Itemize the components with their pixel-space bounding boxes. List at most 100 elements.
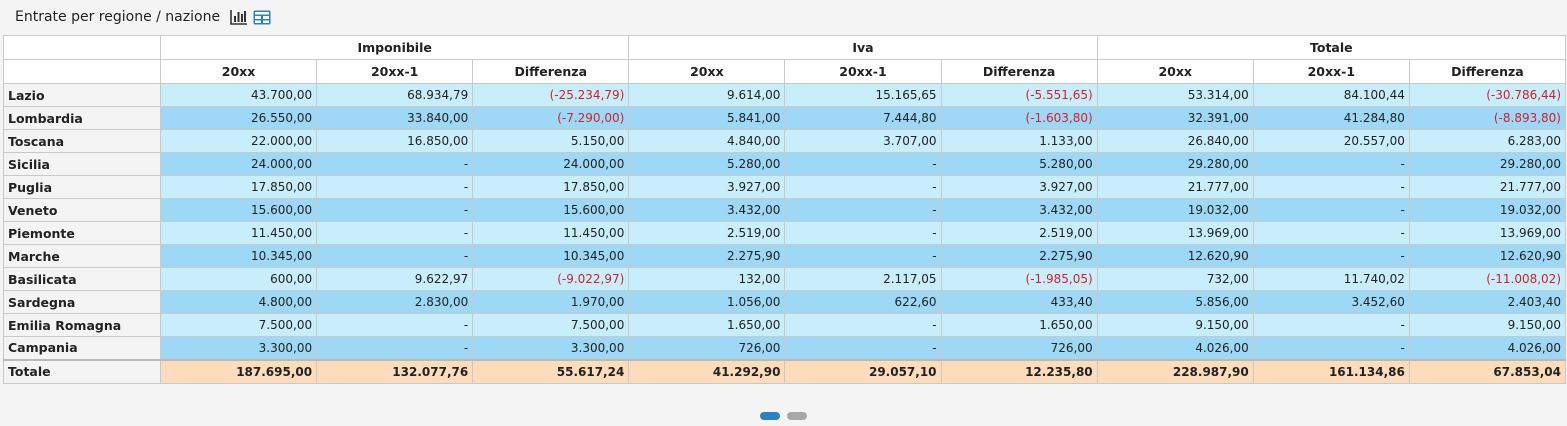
table-icon[interactable] — [253, 8, 271, 26]
value-cell: 7.500,00 — [472, 313, 630, 337]
value-cell: 9.622,97 — [316, 267, 474, 291]
table-row: Puglia 17.850,00-17.850,00 3.927,00-3.927,… — [3, 175, 1567, 199]
value-cell: 600,00 — [159, 267, 318, 291]
value-cell: - — [316, 221, 474, 245]
column-header: 20xx-1 — [316, 59, 474, 84]
value-cell: - — [1252, 221, 1410, 245]
value-cell: 2.403,40 — [1408, 290, 1567, 314]
value-cell: 29.057,10 — [784, 358, 942, 384]
region-name: Campania — [3, 336, 161, 360]
value-cell: 21.777,00 — [1096, 175, 1254, 199]
value-cell: 3.432,00 — [628, 198, 786, 222]
column-header: 20xx-1 — [784, 59, 942, 84]
group-header-row: Imponibile Iva Totale — [3, 35, 1567, 60]
value-cell: 16.850,00 — [316, 129, 474, 153]
value-cell: 3.300,00 — [159, 336, 318, 360]
value-cell: 22.000,00 — [159, 129, 318, 153]
region-name: Totale — [3, 358, 161, 384]
value-cell: 15.165,65 — [784, 83, 942, 107]
value-cell: 12.620,90 — [1408, 244, 1567, 268]
value-cell: 13.969,00 — [1096, 221, 1254, 245]
value-cell: 17.850,00 — [159, 175, 318, 199]
value-cell: 161.134,86 — [1252, 358, 1410, 384]
value-cell: - — [784, 175, 942, 199]
region-name: Veneto — [3, 198, 161, 222]
value-cell: - — [1252, 313, 1410, 337]
value-cell: - — [784, 313, 942, 337]
value-cell: 433,40 — [940, 290, 1098, 314]
value-cell: 41.284,80 — [1252, 106, 1410, 130]
value-cell: 29.280,00 — [1096, 152, 1254, 176]
table-row: Veneto 15.600,00-15.600,00 3.432,00-3.432,… — [3, 198, 1567, 222]
value-cell: - — [316, 336, 474, 360]
value-cell: 5.280,00 — [628, 152, 786, 176]
value-cell: (-5.551,65) — [940, 83, 1098, 107]
bar-chart-icon[interactable] — [229, 8, 247, 26]
value-cell: 2.519,00 — [628, 221, 786, 245]
value-cell: 5.856,00 — [1096, 290, 1254, 314]
value-cell: 84.100,44 — [1252, 83, 1410, 107]
value-cell: - — [316, 313, 474, 337]
value-cell: 622,60 — [784, 290, 942, 314]
value-cell: (-8.893,80) — [1408, 106, 1567, 130]
pager — [760, 412, 807, 420]
group-header-iva: Iva — [628, 35, 1098, 60]
value-cell: 3.927,00 — [628, 175, 786, 199]
value-cell: - — [784, 221, 942, 245]
value-cell: (-25.234,79) — [472, 83, 630, 107]
table-row: Marche 10.345,00-10.345,00 2.275,90-2.275,… — [3, 244, 1567, 268]
value-cell: - — [316, 175, 474, 199]
column-header-row: 20xx 20xx-1 Differenza 20xx 20xx-1 Differenza… — [3, 59, 1567, 84]
value-cell: (-11.008,02) — [1408, 267, 1567, 291]
value-cell: 67.853,04 — [1408, 358, 1567, 384]
value-cell: 15.600,00 — [159, 198, 318, 222]
value-cell: 11.740,02 — [1252, 267, 1410, 291]
value-cell: 1.133,00 — [940, 129, 1098, 153]
value-cell: 2.830,00 — [316, 290, 474, 314]
value-cell: 9.150,00 — [1408, 313, 1567, 337]
value-cell: - — [1252, 336, 1410, 360]
region-name: Lombardia — [3, 106, 161, 130]
column-header: 20xx-1 — [1252, 59, 1410, 84]
value-cell: 26.550,00 — [159, 106, 318, 130]
value-cell: 55.617,24 — [472, 358, 630, 384]
value-cell: - — [316, 198, 474, 222]
table-row: Campania 3.300,00-3.300,00 726,00-726,00 4.… — [3, 336, 1567, 360]
value-cell: 29.280,00 — [1408, 152, 1567, 176]
table-row: Lombardia 26.550,00 33.840,00 (-7.290,00) 5.… — [3, 106, 1567, 130]
value-cell: 3.707,00 — [784, 129, 942, 153]
value-cell: (-7.290,00) — [472, 106, 630, 130]
value-cell: 132,00 — [628, 267, 786, 291]
widget-header: Entrate per regione / nazione — [15, 6, 271, 28]
table-row: Emilia Romagna 7.500,00-7.500,00 1.650,00-… — [3, 313, 1567, 337]
value-cell: 1.056,00 — [628, 290, 786, 314]
value-cell: 33.840,00 — [316, 106, 474, 130]
column-header: 20xx — [1096, 59, 1254, 84]
value-cell: 20.557,00 — [1252, 129, 1410, 153]
value-cell: 2.275,90 — [940, 244, 1098, 268]
value-cell: 19.032,00 — [1096, 198, 1254, 222]
value-cell: 3.300,00 — [472, 336, 630, 360]
column-header: 20xx — [159, 59, 318, 84]
value-cell: 3.452,60 — [1252, 290, 1410, 314]
region-name: Sicilia — [3, 152, 161, 176]
pager-dot[interactable] — [787, 412, 807, 420]
column-header: Differenza — [940, 59, 1098, 84]
value-cell: 26.840,00 — [1096, 129, 1254, 153]
value-cell: - — [784, 198, 942, 222]
region-name: Puglia — [3, 175, 161, 199]
value-cell: 4.840,00 — [628, 129, 786, 153]
value-cell: 726,00 — [628, 336, 786, 360]
value-cell: 732,00 — [1096, 267, 1254, 291]
value-cell: 19.032,00 — [1408, 198, 1567, 222]
region-name: Sardegna — [3, 290, 161, 314]
value-cell: 132.077,76 — [316, 358, 474, 384]
column-header: Differenza — [472, 59, 630, 84]
value-cell: - — [784, 152, 942, 176]
value-cell: 5.150,00 — [472, 129, 630, 153]
region-name: Toscana — [3, 129, 161, 153]
pager-dot[interactable] — [760, 412, 780, 420]
value-cell: 9.614,00 — [628, 83, 786, 107]
region-name: Marche — [3, 244, 161, 268]
value-cell: 11.450,00 — [159, 221, 318, 245]
